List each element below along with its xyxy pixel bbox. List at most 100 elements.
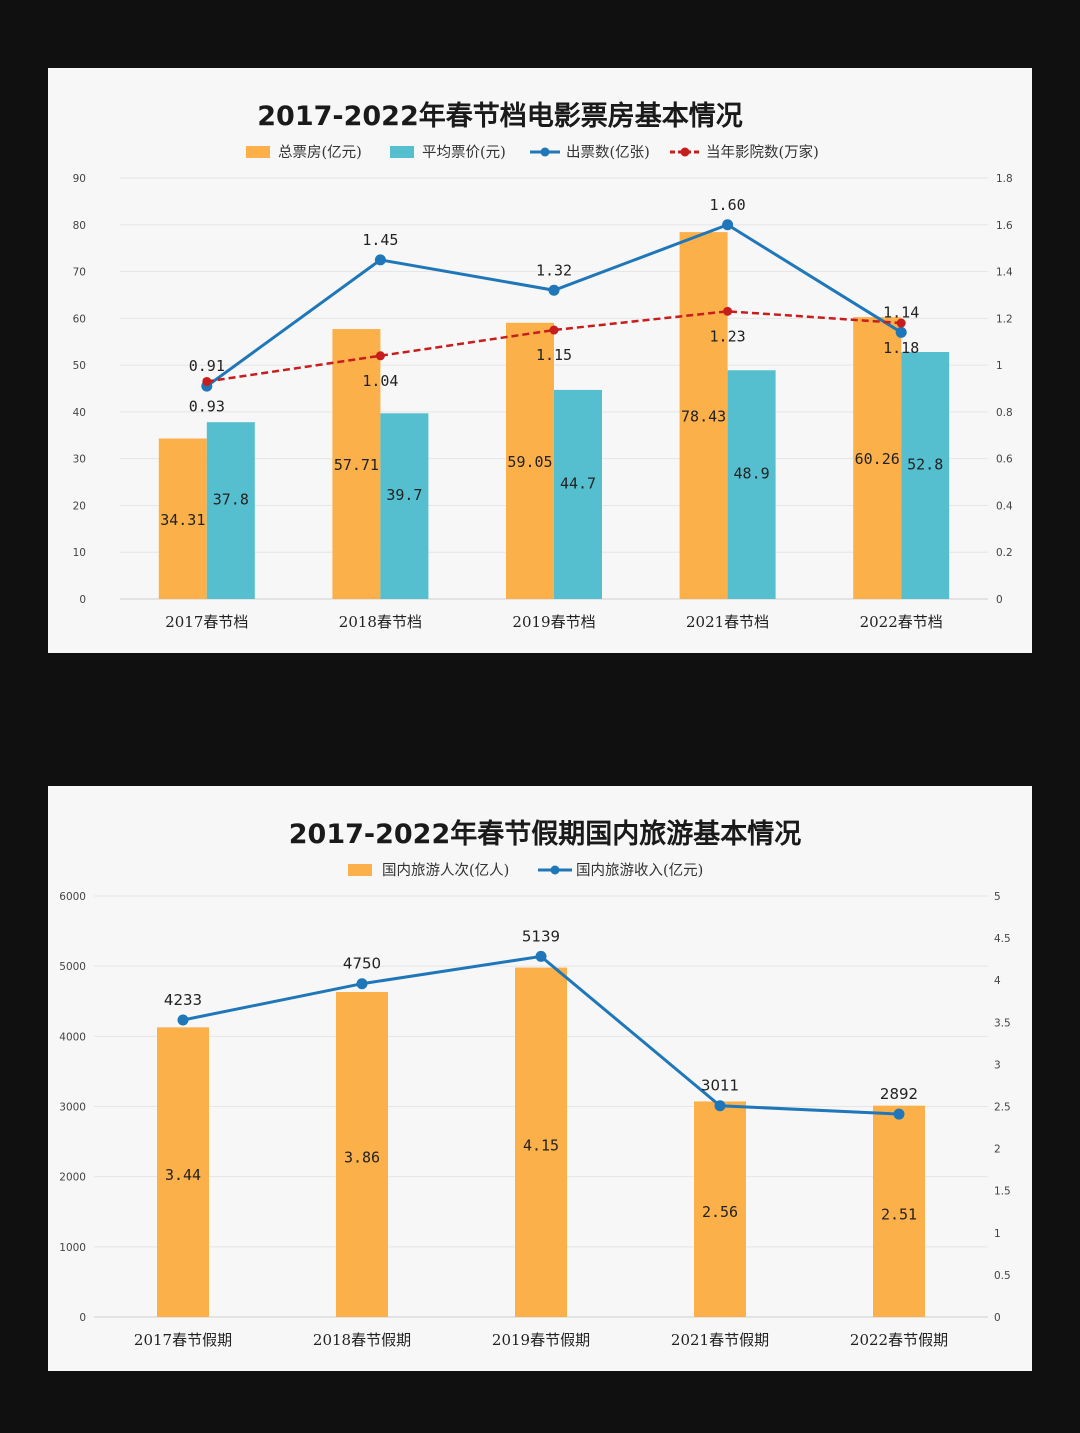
chart-panel-movie-box-office: 2017-2022年春节档电影票房基本情况 总票房(亿元) 平均票价(元) 出票数(…: [48, 68, 1032, 653]
left-tick-label: 5000: [59, 961, 86, 973]
right-tick-label: 2: [994, 1144, 1001, 1156]
line-point: [356, 978, 368, 990]
bar: [554, 389, 602, 599]
category-label: 2022春节档: [860, 613, 943, 631]
right-tick-label: 0.5: [994, 1270, 1011, 1282]
line-data-label: 1.15: [536, 346, 572, 364]
bar-data-label: 52.8: [907, 456, 943, 474]
line-point: [202, 376, 212, 386]
right-tick-label: 1.6: [996, 220, 1013, 232]
legend-entry: 平均票价(元): [422, 144, 506, 161]
line-point: [723, 306, 733, 316]
line-point: [896, 318, 906, 328]
bar-data-label: 37.8: [213, 491, 249, 509]
chart-bars: [157, 967, 925, 1317]
right-tick-label: 0.2: [996, 547, 1013, 559]
bar: [679, 232, 728, 599]
legend-marker: [550, 865, 560, 875]
right-tick-label: 0: [994, 1312, 1001, 1324]
right-tick-label: 0.6: [996, 454, 1013, 466]
category-label: 2017春节档: [165, 613, 248, 631]
left-tick-label: 40: [73, 407, 86, 419]
left-tick-label: 6000: [59, 891, 86, 903]
legend-swatch: [348, 864, 372, 876]
category-label: 2019春节假期: [492, 1331, 590, 1349]
legend-swatch: [246, 146, 270, 158]
left-tick-label: 20: [73, 500, 86, 512]
legend-marker: [540, 147, 550, 157]
category-label: 2017春节假期: [134, 1331, 232, 1349]
bar-data-label: 60.26: [855, 450, 900, 468]
line-data-label: 0.91: [189, 357, 225, 375]
bar: [158, 438, 207, 599]
bar-data-label: 2.51: [881, 1205, 917, 1223]
bar: [873, 1105, 925, 1317]
right-axis-ticks: 0 0.5 1 1.5 2 2.5 3 3.5 4 4.5 5: [994, 891, 1011, 1324]
chart-lines: [177, 950, 905, 1120]
chart-lines: [201, 219, 907, 392]
line-data-label: 2892: [880, 1085, 918, 1103]
right-tick-label: 0: [996, 594, 1003, 606]
left-tick-label: 2000: [59, 1172, 86, 1184]
bar-data-label: 59.05: [507, 453, 552, 471]
right-tick-label: 1: [994, 1228, 1001, 1240]
left-tick-label: 60: [73, 313, 86, 325]
line-point: [895, 326, 907, 338]
right-tick-label: 0.8: [996, 407, 1013, 419]
line-point: [374, 254, 386, 266]
left-tick-label: 0: [79, 594, 86, 606]
right-tick-label: 4: [994, 975, 1001, 987]
line-data-label: 1.60: [710, 196, 746, 214]
line-point: [893, 1108, 905, 1120]
line-point: [535, 950, 547, 962]
legend-marker: [680, 147, 690, 157]
chart-legend: 国内旅游人次(亿人) 国内旅游收入(亿元): [348, 862, 703, 879]
line-data-label: 1.45: [362, 231, 398, 249]
line-data-label: 1.23: [710, 327, 746, 345]
bar-data-label: 4.15: [523, 1136, 559, 1154]
right-tick-label: 1.2: [996, 313, 1013, 325]
right-tick-label: 1.8: [996, 173, 1013, 185]
bar: [332, 329, 381, 599]
line-point: [722, 219, 734, 231]
bar: [515, 967, 567, 1317]
bar: [853, 317, 902, 599]
right-tick-label: 2.5: [994, 1102, 1011, 1114]
category-label: 2018春节假期: [313, 1331, 411, 1349]
legend-entry: 国内旅游人次(亿人): [382, 862, 509, 879]
category-label: 2021春节假期: [671, 1331, 769, 1349]
line-data-label: 0.93: [189, 397, 225, 415]
chart-data-labels: 3.44 3.86 4.15 2.56 2.51 4233 4750 5139 3011 2892: [164, 927, 918, 1223]
bar-data-label: 2.56: [702, 1203, 738, 1221]
right-tick-label: 1: [996, 360, 1003, 372]
legend-entry: 出票数(亿张): [566, 144, 650, 161]
chart-panel-domestic-tourism: 2017-2022年春节假期国内旅游基本情况 国内旅游人次(亿人) 国内旅游收入(…: [48, 786, 1032, 1371]
left-tick-label: 1000: [59, 1242, 86, 1254]
bar: [380, 413, 429, 599]
left-tick-label: 0: [79, 1312, 86, 1324]
bar-data-label: 3.44: [165, 1166, 201, 1184]
bar-data-label: 48.9: [734, 465, 770, 483]
line-point: [177, 1014, 189, 1026]
right-tick-label: 0.4: [996, 500, 1013, 512]
bar: [694, 1101, 746, 1317]
category-axis-labels: 2017春节假期 2018春节假期 2019春节假期 2021春节假期 2022春节假期: [134, 1331, 948, 1349]
category-axis-labels: 2017春节档 2018春节档 2019春节档 2021春节档 2022春节档: [165, 613, 943, 631]
bar: [336, 991, 388, 1317]
category-label: 2021春节档: [686, 613, 769, 631]
bar: [506, 322, 554, 599]
bar-data-label: 57.71: [334, 456, 379, 474]
line-point: [714, 1100, 726, 1112]
right-tick-label: 3.5: [994, 1017, 1011, 1029]
left-tick-label: 3000: [59, 1102, 86, 1114]
chart-bars: [158, 232, 950, 599]
bar: [206, 422, 255, 599]
chart-data-labels: 34.31 57.71 59.05 78.43 60.26 37.8 39.7 44.7 48.…: [160, 196, 943, 529]
bar-data-label: 39.7: [386, 486, 422, 504]
chart-title: 2017-2022年春节假期国内旅游基本情况: [289, 818, 802, 850]
line-point: [549, 325, 559, 335]
series-line: [206, 310, 902, 383]
left-tick-label: 50: [73, 360, 86, 372]
bar: [157, 1027, 209, 1317]
category-label: 2019春节档: [512, 613, 595, 631]
